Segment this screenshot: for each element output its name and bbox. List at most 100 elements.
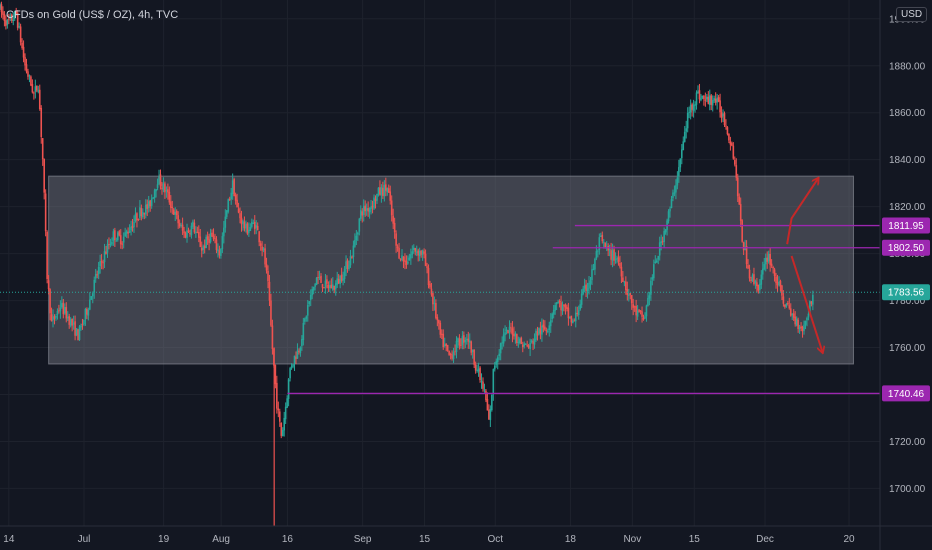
candle-body [549,320,552,327]
candle-body [532,341,534,344]
candle-body [155,188,157,192]
currency-button[interactable]: USD [896,7,928,22]
candle-body [348,265,350,269]
candle-body [376,193,378,201]
candle-body [365,208,368,211]
candle-body [387,188,390,193]
time-axis[interactable]: 14 Jul 19 Aug 16 Sep 15 Oct 18 Nov 15 Dec 20 [0,525,932,545]
candle-body [588,282,590,289]
candle-body [477,368,480,372]
candle-body [520,337,523,344]
candle-body [579,304,581,310]
candle-body [507,330,509,334]
candle-body [769,254,771,265]
candle-body [183,231,185,234]
candle-body [233,179,235,197]
candle-body [508,326,511,332]
candle-body [237,208,240,213]
x-tick-label: 16 [282,534,294,545]
candle-body [30,76,32,86]
x-tick-label: 14 [3,534,15,545]
candle-body [156,184,159,188]
candle-body [526,345,528,347]
candle-body [767,253,770,262]
candle-body [597,250,599,252]
candle-body [118,231,121,236]
candle-body [728,133,730,141]
candle-body [577,310,580,315]
candle-body [455,340,458,353]
price-axis[interactable]: 1700.001720.001740.001760.001780.001800.… [879,0,932,550]
x-tick-label: Dec [756,534,774,545]
candle-body [458,338,461,346]
candle-body [729,141,732,145]
candle-body [466,338,468,340]
candle-body [106,244,109,253]
candle-body [246,223,249,234]
candle-body [735,165,738,178]
candle-body [326,279,328,284]
candle-body [240,217,243,225]
candle-body [517,341,520,343]
candle-body [572,320,574,324]
candle-body [221,236,224,249]
candle-body [364,205,366,212]
price-badges: 1811.95 1802.50 1740.46 1783.56 [882,217,930,402]
candle-body [125,231,128,234]
candle-body [516,334,518,344]
candle-body [142,211,144,218]
candle-body [274,364,277,385]
candle-body [368,208,371,213]
level-badge-bg [882,239,930,256]
candle-body [65,307,68,319]
candle-body [432,293,434,305]
candle-body [44,193,47,232]
y-tick-label: 1840.00 [889,155,926,166]
candle-body [504,332,506,335]
candle-body [354,239,356,247]
candle-body [304,318,306,322]
candle-body [359,210,362,219]
candle-body [399,258,402,261]
candle-body [321,284,324,288]
candle-body [610,250,612,260]
candle-body [278,411,281,422]
candle-body [498,353,500,356]
candle-body [284,406,287,420]
candle-body [89,299,91,310]
candle-body [760,274,763,285]
candle-body [165,190,168,192]
candle-body [720,112,723,118]
candle-body [632,304,635,308]
x-tick-label: 15 [419,534,431,545]
candle-body [112,231,115,241]
candle-body [189,233,191,235]
candle-body [670,199,673,209]
candle-body [523,343,526,347]
candle-body [448,350,450,355]
candle-body [763,264,766,270]
candle-body [209,233,212,242]
candle-body [563,304,565,307]
candle-body [100,261,103,263]
candle-body [383,184,386,197]
candle-body [136,213,138,221]
candle-body [707,96,710,104]
candle-body [716,97,718,103]
candle-body [71,318,73,326]
candle-body [600,235,602,237]
candle-body [264,248,266,265]
candle-body [334,283,337,290]
candle-body [804,320,807,325]
candle-body [726,127,729,135]
candle-body [567,307,570,319]
candle-body [147,201,150,209]
candle-body [411,251,414,255]
candle-body [103,251,106,263]
candle-body [181,224,184,231]
candle-body [692,104,695,111]
candle-body [680,149,683,159]
range-rectangle [48,175,854,365]
candle-body [741,220,743,242]
